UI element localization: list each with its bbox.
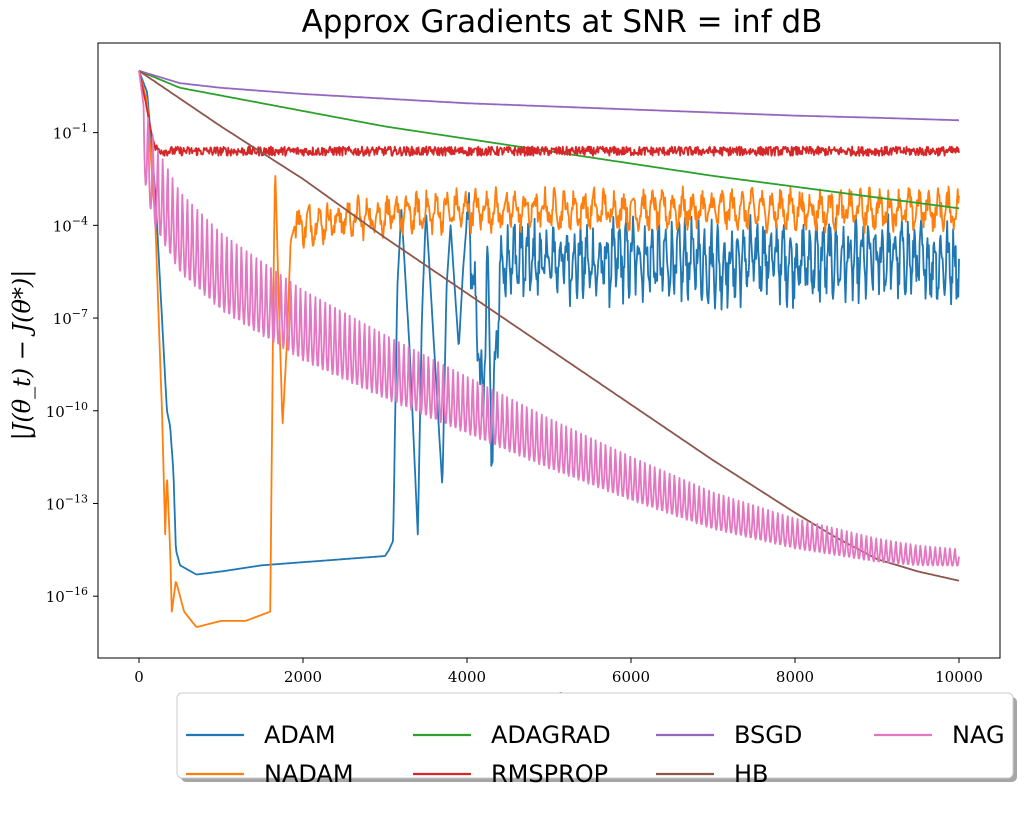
- series-line-nadam: [138, 70, 960, 628]
- legend-label-bsgd: BSGD: [734, 721, 802, 749]
- y-tick-label: 10−1: [53, 122, 88, 143]
- series-line-bsgd: [138, 69, 960, 122]
- x-tick-label: 8000: [776, 668, 814, 686]
- chart-title: Approx Gradients at SNR = inf dB: [302, 4, 823, 40]
- y-axis-ticks: 10−1 10−4 10−7 10−10 10−13 10−16: [46, 122, 98, 606]
- legend-box: [176, 692, 1014, 779]
- x-tick-label: 6000: [612, 668, 650, 686]
- legend-label-nag: NAG: [952, 721, 1005, 749]
- y-tick-label: 10−7: [53, 307, 88, 328]
- legend-label-rmsprop: RMSPROP: [491, 760, 608, 788]
- y-tick-label: 10−13: [46, 492, 88, 513]
- series-line-nag: [138, 70, 960, 567]
- legend-items: ADAM NADAM ADAGRAD RMSPROP BSGD HB NAG: [186, 721, 1005, 788]
- legend-label-nadam: NADAM: [264, 760, 354, 788]
- x-tick-label: 4000: [448, 668, 486, 686]
- legend: ADAM NADAM ADAGRAD RMSPROP BSGD HB NAG: [176, 692, 1017, 788]
- legend-label-adam: ADAM: [264, 721, 336, 749]
- series-layer: [138, 69, 960, 628]
- legend-label-adagrad: ADAGRAD: [491, 721, 611, 749]
- x-tick-label: 2000: [284, 668, 322, 686]
- y-tick-label: 10−4: [53, 214, 88, 235]
- series-line-adam: [138, 70, 960, 576]
- plot-area-frame: [97, 42, 1001, 659]
- y-tick-label: 10−10: [46, 400, 88, 421]
- x-axis-ticks: 0 2000 4000 6000 8000 10000: [134, 658, 983, 686]
- series-line-rmsprop: [138, 70, 960, 157]
- y-tick-label: 10−16: [46, 585, 88, 606]
- legend-label-hb: HB: [734, 760, 769, 788]
- x-tick-label: 10000: [935, 668, 983, 686]
- x-tick-label: 0: [134, 668, 144, 686]
- y-axis-label: |J(θ_t) − J(θ*)|: [8, 270, 37, 441]
